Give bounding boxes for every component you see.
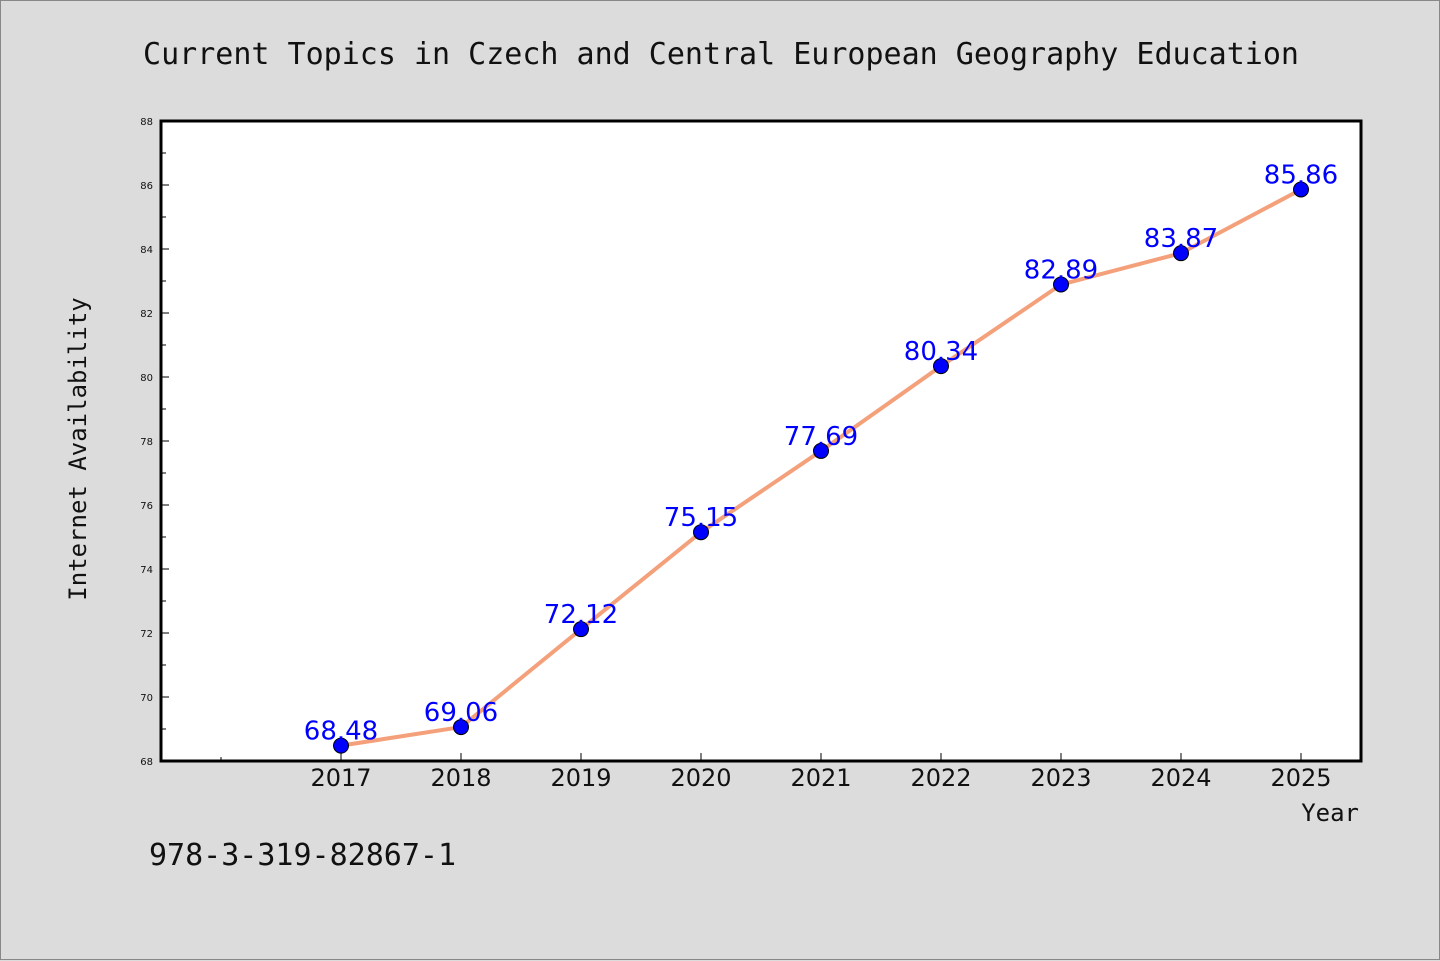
data-point xyxy=(933,358,949,375)
y-tick-label: 80 xyxy=(140,373,153,384)
y-tick-label: 88 xyxy=(140,117,153,128)
x-tick-label: 2020 xyxy=(670,764,731,792)
y-tick-label: 84 xyxy=(140,245,153,256)
data-label: 85.86 xyxy=(1264,160,1338,190)
isbn-text: 978-3-319-82867-1 xyxy=(149,838,456,873)
x-tick-label: 2017 xyxy=(310,764,371,792)
data-point xyxy=(813,442,829,459)
data-label: 75.15 xyxy=(664,503,738,533)
data-label: 68.48 xyxy=(304,717,378,747)
y-tick-label: 68 xyxy=(140,757,153,768)
data-label: 83.87 xyxy=(1144,224,1218,254)
series-group: 68.48 69.06 72.12 75.15 77.69 80.34 82.89 83.87… xyxy=(304,160,1338,754)
x-tick-label: 2025 xyxy=(1270,764,1331,792)
chart-title: Current Topics in Czech and Central Euro… xyxy=(143,37,1299,72)
y-tick-label: 82 xyxy=(140,309,153,320)
data-point xyxy=(453,719,469,736)
data-point xyxy=(1053,276,1069,293)
x-tick-label: 2023 xyxy=(1030,764,1091,792)
x-tick-label: 2024 xyxy=(1150,764,1211,792)
y-tick-label: 76 xyxy=(140,501,153,512)
y-tick-label: 86 xyxy=(140,181,153,192)
data-label: 80.34 xyxy=(904,337,978,367)
x-axis-label: Year xyxy=(1301,799,1359,827)
y-tick-label: 70 xyxy=(140,693,153,704)
data-point xyxy=(573,621,589,638)
y-tick-label: 74 xyxy=(140,565,153,576)
data-point xyxy=(1173,245,1189,262)
x-tick-label: 2021 xyxy=(790,764,851,792)
plot-area xyxy=(159,119,1363,763)
data-label: 69.06 xyxy=(424,698,498,728)
y-axis-label: Internet Availability xyxy=(64,297,92,600)
y-axis: 68 70 72 74 76 78 80 82 84 86 88 xyxy=(140,117,169,768)
data-label: 82.89 xyxy=(1024,256,1098,286)
data-point xyxy=(693,524,709,541)
x-axis: 2017 2018 2019 2020 2021 2022 2023 2024 2025 xyxy=(220,753,1332,792)
x-tick-label: 2018 xyxy=(430,764,491,792)
data-label: 77.69 xyxy=(784,422,858,452)
data-point xyxy=(333,737,349,754)
y-tick-label: 78 xyxy=(140,437,153,448)
data-point xyxy=(1293,181,1309,198)
y-tick-label: 72 xyxy=(140,629,153,640)
x-tick-label: 2019 xyxy=(550,764,611,792)
data-label: 72.12 xyxy=(544,600,618,630)
x-tick-label: 2022 xyxy=(910,764,971,792)
